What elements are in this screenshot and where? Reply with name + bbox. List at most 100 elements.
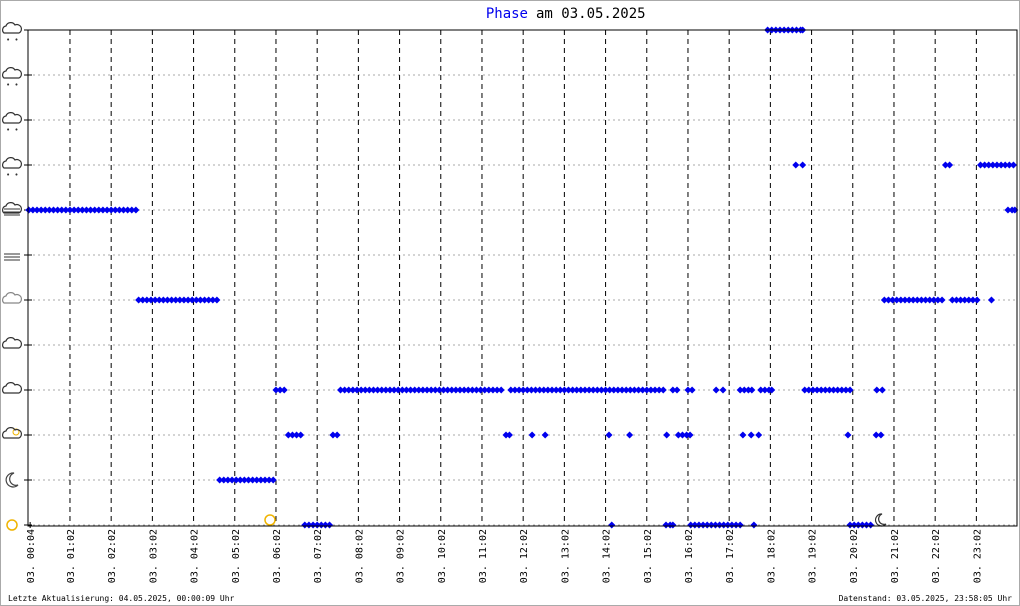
point	[719, 386, 727, 394]
y-icon: • •	[2, 157, 23, 179]
point	[505, 431, 513, 439]
x-tick-label: 03. 10:02	[437, 529, 448, 583]
point	[926, 296, 934, 304]
point	[884, 296, 892, 304]
point	[757, 386, 765, 394]
y-icon	[5, 472, 19, 488]
point	[622, 386, 630, 394]
point	[560, 386, 568, 394]
point	[329, 431, 337, 439]
point	[961, 296, 969, 304]
point	[456, 386, 464, 394]
x-tick-label: 03. 12:02	[519, 529, 530, 583]
point	[626, 431, 634, 439]
plot-border	[27, 29, 1018, 527]
point	[349, 386, 357, 394]
point	[673, 386, 681, 394]
icon-precip: • •	[6, 171, 19, 179]
point	[662, 521, 670, 529]
point	[45, 206, 53, 214]
point	[374, 386, 382, 394]
point	[468, 386, 476, 394]
point	[846, 521, 854, 529]
point	[573, 386, 581, 394]
point	[232, 476, 240, 484]
point	[659, 386, 667, 394]
point	[602, 386, 610, 394]
point	[536, 386, 544, 394]
x-tick-label: 03. 00:04	[26, 529, 37, 583]
point	[224, 476, 232, 484]
point	[880, 296, 888, 304]
sunset-icon	[874, 513, 887, 527]
point	[309, 521, 317, 529]
point	[732, 521, 740, 529]
x-tick-label: 03. 23:02	[972, 529, 983, 583]
point	[739, 431, 747, 439]
point	[163, 296, 171, 304]
x-tick-label: 03. 05:02	[231, 529, 242, 583]
y-icon: • •	[2, 22, 23, 44]
point	[341, 386, 349, 394]
point	[452, 386, 460, 394]
y-icon	[6, 519, 18, 531]
point	[147, 296, 155, 304]
point	[1001, 161, 1009, 169]
point	[973, 296, 981, 304]
point	[813, 386, 821, 394]
point	[317, 521, 325, 529]
point	[82, 206, 90, 214]
point	[703, 521, 711, 529]
icon-precip: • •	[6, 81, 19, 89]
x-tick-label: 03. 20:02	[849, 529, 860, 583]
point	[669, 386, 677, 394]
point	[394, 386, 402, 394]
point	[605, 431, 613, 439]
point	[99, 206, 107, 214]
point	[801, 386, 809, 394]
point	[872, 431, 880, 439]
point	[922, 296, 930, 304]
point	[647, 386, 655, 394]
point	[686, 431, 694, 439]
point	[581, 386, 589, 394]
point	[288, 431, 296, 439]
point	[724, 521, 732, 529]
point	[209, 296, 217, 304]
point	[626, 386, 634, 394]
y-icon	[4, 253, 20, 261]
point	[532, 386, 540, 394]
point	[989, 161, 997, 169]
icon-sun	[6, 519, 18, 531]
point	[353, 386, 361, 394]
point	[941, 161, 949, 169]
point	[168, 296, 176, 304]
point	[357, 386, 365, 394]
point	[180, 296, 188, 304]
point	[997, 161, 1005, 169]
footer-left: Letzte Aktualisierung: 04.05.2025, 00:00…	[8, 594, 235, 603]
point	[49, 206, 57, 214]
point	[817, 386, 825, 394]
point	[663, 431, 671, 439]
point	[736, 521, 744, 529]
x-tick-label: 03. 04:02	[190, 529, 201, 583]
point	[830, 386, 838, 394]
point	[132, 206, 140, 214]
point	[192, 296, 200, 304]
grid	[24, 29, 1017, 528]
point	[905, 296, 913, 304]
point	[792, 161, 800, 169]
y-icon: • •	[2, 112, 23, 134]
point	[630, 386, 638, 394]
point	[216, 476, 224, 484]
point	[249, 476, 257, 484]
point	[120, 206, 128, 214]
point	[91, 206, 99, 214]
chart-title: am 03.05.2025	[536, 6, 646, 22]
point	[825, 386, 833, 394]
point	[111, 206, 119, 214]
point	[993, 161, 1001, 169]
